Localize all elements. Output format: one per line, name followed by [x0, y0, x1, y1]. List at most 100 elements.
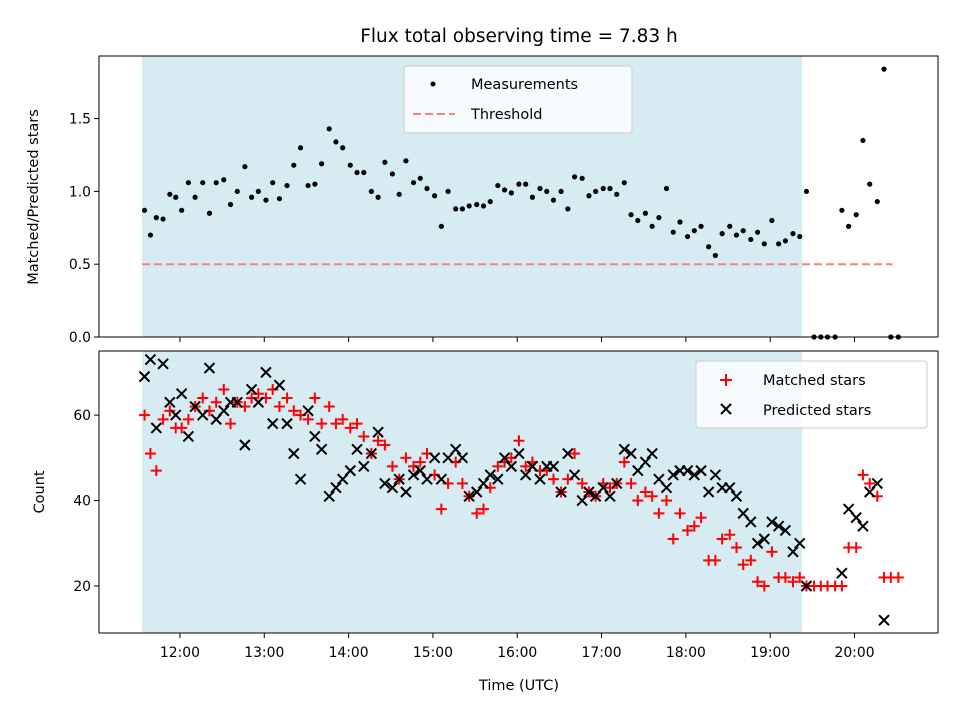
measurement-point [474, 201, 480, 208]
legend-matched-marker [720, 374, 732, 386]
matched-star-point [435, 503, 447, 515]
measurement-point [347, 162, 353, 168]
predicted-star-point [344, 464, 356, 477]
x-tick-label: 14:00 [329, 645, 369, 661]
predicted-star-point [170, 409, 182, 421]
matched-star-point [864, 477, 876, 489]
predicted-star-point [456, 452, 469, 464]
measurement-point [185, 180, 191, 186]
y-tick-label: 0.0 [69, 330, 91, 346]
predicted-star-point [562, 447, 574, 460]
measurement-point [607, 185, 613, 192]
measurement-point [727, 223, 733, 229]
matched-star-point [323, 401, 335, 413]
legend-predicted-label: Predicted stars [763, 403, 871, 419]
y-tick-label: 40 [73, 494, 91, 510]
measurement-point [593, 188, 599, 195]
measurement-point [881, 66, 887, 72]
measurement-point [255, 188, 261, 195]
measurement-point [221, 177, 227, 183]
matched-star-point [653, 507, 665, 519]
matched-star-point [758, 580, 770, 592]
predicted-star-point [393, 473, 405, 485]
measurement-point [719, 231, 725, 237]
predicted-star-point [787, 546, 799, 558]
measurement-point [333, 139, 339, 145]
matched-star-point [218, 383, 230, 395]
matched-star-point [386, 460, 398, 472]
matched-star-point [176, 422, 188, 434]
measurement-point [691, 228, 697, 234]
predicted-star-point [660, 482, 673, 494]
predicted-star-point [681, 464, 694, 477]
matched-star-point [794, 571, 806, 583]
measurement-point [213, 180, 219, 186]
predicted-star-point [505, 460, 518, 473]
measurement-point [179, 207, 185, 213]
measurement-point [312, 181, 318, 187]
predicted-star-point [568, 469, 581, 481]
predicted-star-point [203, 362, 216, 374]
top-axes-frame [98, 55, 939, 338]
measurement-point [276, 196, 283, 202]
matched-star-point [646, 490, 658, 502]
measurement-point [776, 241, 782, 247]
measurement-point [297, 145, 304, 151]
predicted-star-point [358, 460, 370, 473]
matched-star-point [316, 418, 328, 430]
predicted-star-point [667, 469, 679, 481]
measurement-point [614, 191, 620, 197]
measurement-point [860, 137, 866, 144]
measurement-point [263, 197, 269, 203]
matched-star-point [730, 542, 742, 554]
matched-star-point [787, 576, 799, 588]
predicted-star-point [646, 447, 658, 460]
matched-star-point [139, 409, 151, 421]
measurement-point [375, 194, 381, 200]
predicted-star-point [492, 473, 504, 485]
predicted-star-point [477, 477, 490, 490]
measurement-point [635, 217, 641, 224]
bottom-legend: Matched stars Predicted stars [695, 360, 928, 429]
matched-star-point [150, 465, 162, 477]
measurement-point [544, 188, 550, 195]
measurement-point [459, 206, 466, 212]
bottom-panel: 20 40 60 12:00 13:00 14:00 15:00 16:00 17:00 18:… [32, 350, 939, 694]
y-tick-label: 60 [73, 408, 91, 424]
matched-star-point [850, 542, 862, 554]
measurement-point [147, 232, 154, 238]
matched-star-point [288, 405, 300, 417]
measurement-point [382, 159, 388, 165]
predicted-star-point [138, 370, 151, 383]
matched-star-point [372, 435, 384, 447]
measurement-point [153, 215, 159, 221]
predicted-star-point [175, 388, 188, 400]
matched-star-point [547, 473, 559, 485]
matched-star-point [688, 520, 700, 532]
predicted-star-point [245, 383, 258, 396]
predicted-star-point [386, 482, 399, 494]
predicted-star-point [302, 405, 314, 417]
predicted-star-point [766, 516, 778, 528]
matched-star-point [766, 546, 778, 558]
matched-star-point [752, 576, 764, 588]
measurement-point [206, 210, 213, 216]
matched-star-point [667, 533, 679, 545]
predicted-star-point [273, 379, 286, 391]
matched-star-point [492, 460, 504, 472]
measurement-point [445, 188, 451, 195]
measurement-point [227, 201, 234, 208]
matched-star-point [625, 477, 637, 489]
predicted-star-point [365, 447, 378, 460]
measurement-point [628, 212, 634, 218]
measurement-point [438, 223, 444, 229]
predicted-star-point [231, 396, 243, 408]
predicted-star-point [239, 439, 251, 451]
predicted-star-point [414, 464, 426, 477]
predicted-star-point [197, 409, 209, 421]
matched-star-point [709, 554, 721, 566]
predicted-star-point [281, 417, 293, 430]
predicted-star-point [526, 460, 539, 473]
predicted-star-point [709, 469, 722, 481]
